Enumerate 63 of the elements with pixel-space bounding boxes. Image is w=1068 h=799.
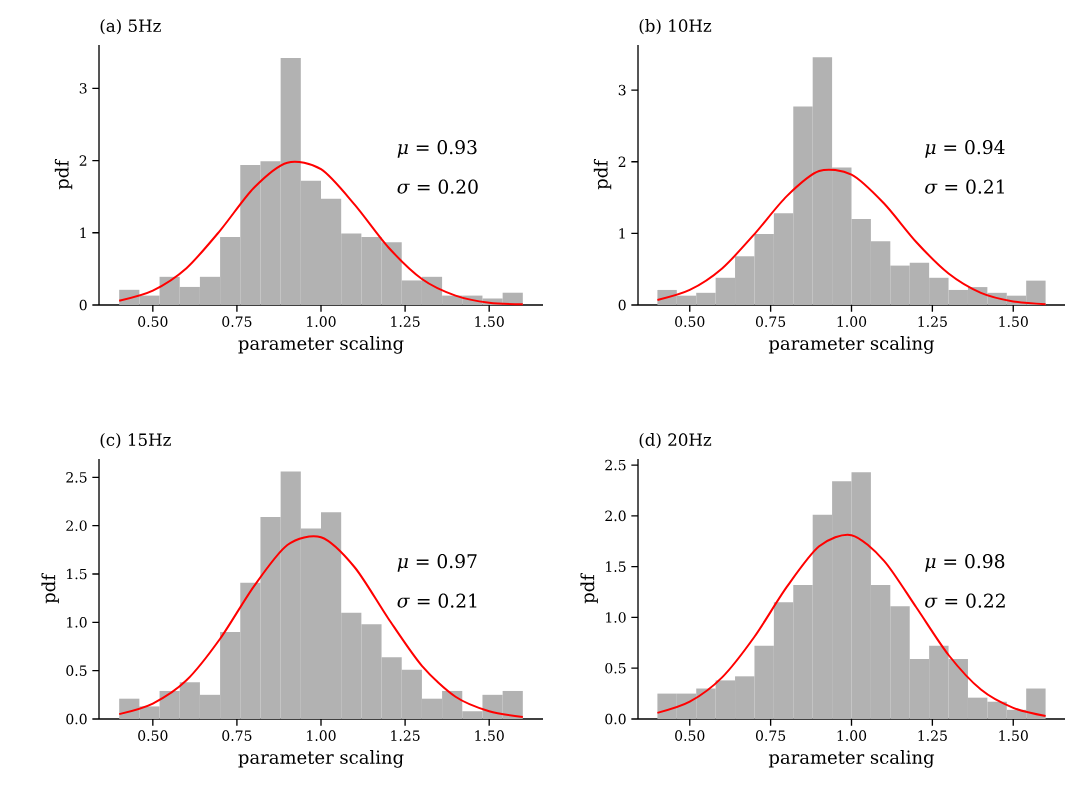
y-tick-label: 2.5 — [605, 459, 626, 471]
y-tick-label: 3 — [618, 84, 626, 96]
annotation: σ = 0.21 — [925, 179, 1004, 194]
y-tick-label: 2 — [79, 155, 87, 166]
y-tick-label: 2.0 — [66, 520, 87, 531]
y-tick-label: 0.0 — [66, 713, 87, 725]
x-tick-label: 1.50 — [999, 316, 1028, 327]
x-tick-label: 1.25 — [391, 316, 420, 327]
y-tick-label: 0 — [618, 299, 626, 311]
y-tick-label: 2.0 — [605, 510, 626, 522]
x-tick-label: 1.50 — [475, 730, 504, 741]
line-series — [118, 535, 524, 719]
chart-title: (a) 5Hz — [100, 19, 161, 35]
y-tick-label: 0.0 — [605, 713, 626, 725]
x-tick-label: 0.75 — [222, 316, 252, 327]
chart-title: (b) 10Hz — [639, 19, 712, 35]
x-tick-label: 0.75 — [755, 730, 786, 741]
annotation: μ = 0.97 — [397, 554, 477, 572]
y-axis-title: pdf — [580, 573, 598, 604]
y-tick-label: 2.5 — [66, 472, 87, 483]
x-tick-label: 1.00 — [307, 316, 336, 327]
annotation: μ = 0.93 — [397, 140, 477, 158]
line-series — [656, 533, 1047, 717]
y-tick-label: 1 — [619, 228, 625, 239]
y-tick-label: 1.0 — [606, 612, 626, 623]
x-axis-title: parameter scaling — [768, 336, 935, 354]
y-axis-title: pdf — [593, 159, 612, 190]
y-tick-label: 1.5 — [67, 568, 87, 580]
y-tick-label: 3 — [79, 83, 87, 94]
x-axis-title: parameter scaling — [238, 750, 404, 768]
y-tick-label: 1 — [80, 227, 86, 238]
y-axis-title: pdf — [54, 159, 73, 190]
y-tick-label: 2 — [618, 156, 626, 167]
chart-title: (c) 15Hz — [100, 433, 171, 449]
x-tick-label: 0.50 — [675, 316, 705, 327]
x-axis-title: parameter scaling — [238, 336, 404, 354]
x-tick-label: 0.50 — [138, 730, 168, 741]
x-tick-label: 1.50 — [475, 316, 504, 327]
y-axis-title: pdf — [41, 573, 59, 604]
x-tick-label: 0.50 — [675, 730, 705, 741]
x-tick-label: 1.00 — [307, 730, 336, 741]
x-tick-label: 1.50 — [999, 730, 1028, 741]
y-tick-label: 1.5 — [606, 561, 626, 572]
annotation: σ = 0.22 — [925, 593, 1005, 608]
x-tick-label: 0.50 — [138, 316, 168, 327]
annotation: σ = 0.20 — [397, 179, 478, 194]
y-tick-label: 0.5 — [66, 665, 87, 676]
chart-title: (d) 20Hz — [639, 433, 712, 449]
x-tick-label: 0.75 — [222, 730, 252, 741]
y-tick-label: 0 — [79, 299, 87, 311]
x-axis-title: parameter scaling — [768, 750, 935, 768]
x-tick-label: 1.25 — [391, 730, 420, 741]
annotation: σ = 0.21 — [397, 593, 477, 608]
x-tick-label: 0.75 — [755, 316, 786, 327]
y-tick-label: 1.0 — [67, 617, 87, 628]
line-series — [118, 160, 524, 306]
x-tick-label: 1.00 — [837, 316, 867, 327]
x-tick-label: 1.25 — [918, 316, 947, 327]
x-tick-label: 1.00 — [837, 730, 867, 741]
x-tick-label: 1.25 — [918, 730, 947, 741]
y-tick-label: 0.5 — [605, 662, 626, 674]
annotation: μ = 0.94 — [925, 140, 1005, 158]
annotation: μ = 0.98 — [925, 554, 1005, 572]
